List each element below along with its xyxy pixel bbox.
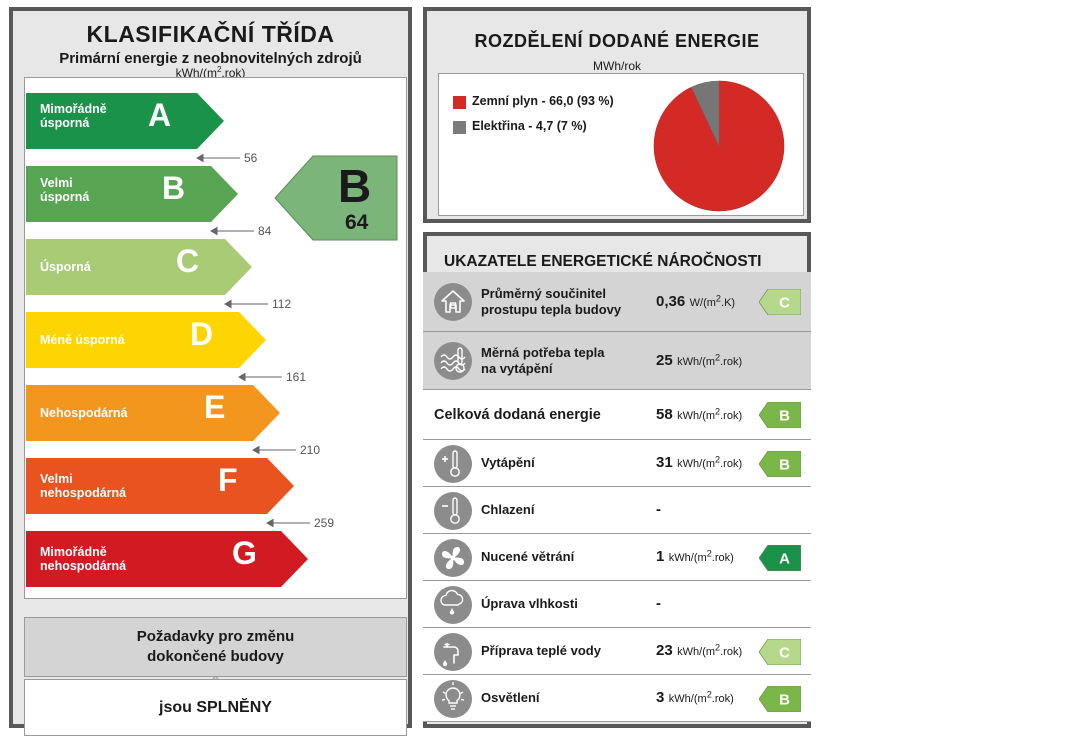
svg-text:B: B [779,691,790,708]
svg-text:C: C [779,644,790,661]
svg-text:C: C [779,295,790,312]
svg-text:A: A [779,550,790,567]
svg-text:B: B [779,408,790,425]
svg-text:B: B [779,456,790,473]
